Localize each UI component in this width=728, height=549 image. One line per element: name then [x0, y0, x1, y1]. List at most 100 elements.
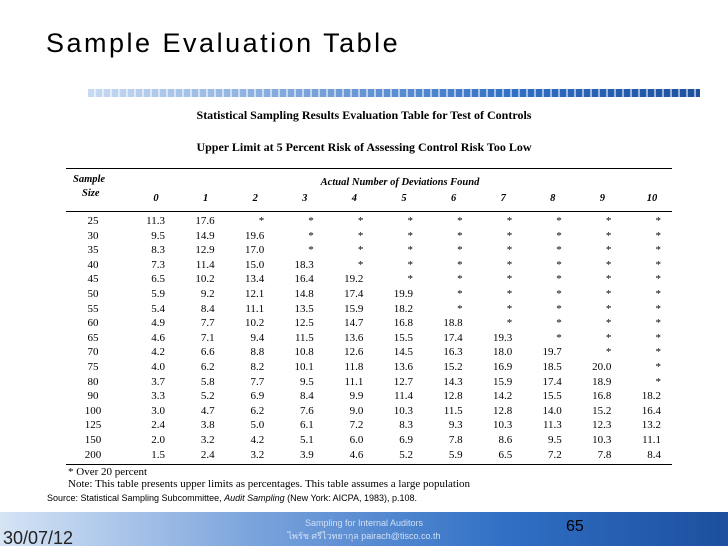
table-cell: 4.2 [151, 346, 165, 359]
table-cell: * [605, 273, 612, 286]
table-cell: 12.8 [443, 390, 463, 403]
table-cell: 8.8 [250, 346, 265, 359]
table-cell: * [556, 273, 562, 286]
table-cell: 12.9 [195, 244, 215, 257]
table-cell: 7.3 [151, 258, 165, 271]
table-cell: * [506, 229, 513, 242]
table-cell: 9.2 [200, 288, 215, 300]
table-cell: 14.2 [492, 390, 513, 403]
table-cell: * [506, 288, 513, 300]
table-cell: 10.2 [195, 273, 215, 286]
table-cell: 19.7 [542, 346, 562, 359]
sample-size: 125 [84, 419, 102, 432]
table-cell: * [457, 288, 463, 300]
table-cell: 8.3 [399, 419, 413, 432]
table-cell: 15.0 [244, 258, 265, 271]
table-cell: 15.2 [592, 404, 612, 417]
table-cell: 6.9 [399, 434, 413, 446]
size-header: Sample [73, 174, 106, 185]
table-cell: 8.4 [647, 448, 661, 461]
table-cell: 11.1 [642, 434, 661, 446]
table-cell: 13.4 [244, 273, 265, 286]
column-header: 9 [599, 193, 606, 204]
sample-size: 45 [87, 273, 99, 286]
source-text: Source: Statistical Sampling Subcommitte… [47, 493, 225, 503]
table-cell: 18.2 [393, 302, 413, 315]
table-cell: 7.7 [250, 375, 265, 388]
sample-size: 60 [87, 317, 99, 330]
table-cell: * [407, 273, 414, 286]
sample-size: 150 [84, 434, 102, 446]
table-cell: 9.0 [349, 404, 364, 417]
column-header: 0 [153, 193, 159, 204]
table-cell: 3.8 [200, 419, 215, 432]
table-cell: * [457, 302, 463, 315]
column-header: 5 [401, 193, 407, 204]
table-cell: 18.3 [294, 258, 314, 271]
table-cell: 5.8 [200, 375, 215, 388]
table-cell: 17.0 [244, 244, 265, 257]
table-cell: * [457, 273, 463, 286]
table-cell: * [556, 288, 562, 300]
rule [66, 168, 672, 169]
table-cell: 13.6 [393, 361, 413, 373]
table-cell: * [605, 229, 612, 242]
table-cell: * [556, 244, 562, 257]
table-cell: 7.2 [548, 448, 562, 461]
table-cell: 9.5 [548, 434, 562, 446]
table-cell: 5.2 [200, 390, 215, 403]
sample-size: 25 [87, 215, 99, 227]
table-cell: 5.9 [448, 448, 463, 461]
table-cell: 10.2 [244, 317, 265, 330]
table-cell: 5.4 [151, 302, 165, 315]
table-cell: 10.8 [294, 346, 314, 359]
table-cell: 12.5 [294, 317, 314, 330]
table-cell: * [556, 215, 562, 227]
sample-size: 200 [84, 448, 102, 461]
table-cell: * [556, 229, 562, 242]
table-cell: 20.0 [592, 361, 612, 373]
table-cell: 2.0 [151, 434, 165, 446]
table-cell: 3.7 [151, 375, 165, 388]
table-cell: 4.9 [151, 317, 165, 330]
table-cell: * [407, 258, 414, 271]
slide-title: Sample Evaluation Table [46, 28, 401, 58]
table-cell: * [506, 258, 513, 271]
table-cell: 6.1 [300, 419, 314, 432]
table-cell: 14.7 [344, 317, 364, 330]
table-cell: 9.5 [300, 375, 314, 388]
table-cell: * [308, 229, 314, 242]
table-cell: 4.6 [349, 448, 364, 461]
column-header: 2 [252, 193, 258, 204]
table-cell: 16.4 [294, 273, 314, 286]
sample-size: 30 [87, 229, 99, 242]
sample-size: 70 [87, 346, 99, 359]
table-cell: 18.0 [492, 346, 513, 359]
table-cell: 11.3 [542, 419, 562, 432]
table-cell: * [655, 331, 662, 344]
table-cell: 3.3 [151, 390, 165, 403]
table-cell: 18.2 [641, 390, 661, 403]
table-cell: 7.8 [448, 434, 463, 446]
table-cell: 10.3 [393, 404, 413, 417]
table-cell: 5.9 [151, 288, 165, 300]
group-header: Actual Number of Deviations Found [320, 177, 480, 188]
table-cell: * [605, 244, 612, 257]
table-cell: 10.3 [592, 434, 612, 446]
table-cell: 14.3 [443, 375, 463, 388]
size-header: Size [82, 188, 100, 199]
table-cell: * [457, 244, 463, 257]
table-cell: 11.3 [146, 215, 165, 227]
table-cell: 14.0 [542, 404, 562, 417]
table-cell: 19.2 [344, 273, 364, 286]
table-cell: * [506, 302, 513, 315]
table-cell: * [506, 244, 513, 257]
table-cell: 7.8 [597, 448, 612, 461]
table-cell: 11.4 [394, 390, 413, 403]
table-cell: 6.0 [349, 434, 364, 446]
table-cell: 12.3 [592, 419, 612, 432]
table-cell: * [655, 244, 662, 257]
table-cell: 15.9 [492, 375, 513, 388]
source: Source: Statistical Sampling Subcommitte… [47, 493, 417, 503]
table-cell: 9.5 [151, 229, 165, 242]
